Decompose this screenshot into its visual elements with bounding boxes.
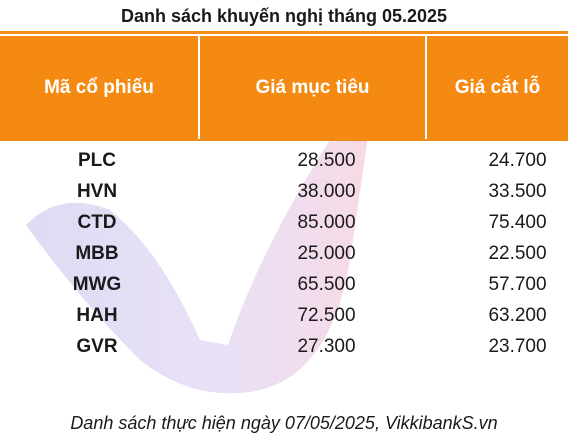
table-row: MBB 25.000 22.500: [0, 238, 568, 269]
target-price-cell: 72.500: [297, 304, 356, 326]
target-price-cell: 65.500: [297, 273, 356, 295]
stock-code-cell: MWG: [72, 273, 122, 295]
target-price-cell: 38.000: [297, 180, 356, 202]
table-row: CTD 85.000 75.400: [0, 207, 568, 238]
stop-loss-cell: 57.700: [488, 273, 547, 295]
table-body: PLC 28.500 24.700 HVN 38.000 33.500 CTD …: [0, 141, 568, 362]
table-row: HVN 38.000 33.500: [0, 176, 568, 207]
title-divider: [0, 31, 568, 34]
stock-code-cell: PLC: [78, 149, 116, 171]
stock-code-cell: GVR: [76, 335, 118, 357]
stock-code-cell: HVN: [76, 180, 118, 202]
stop-loss-cell: 22.500: [488, 242, 547, 264]
column-header-target-price: Giá mục tiêu: [200, 36, 427, 139]
target-price-cell: 25.000: [297, 242, 356, 264]
stop-loss-cell: 75.400: [488, 211, 547, 233]
table-row: HAH 72.500 63.200: [0, 300, 568, 331]
source-note: Danh sách thực hiện ngày 07/05/2025, Vik…: [70, 413, 498, 433]
target-price-cell: 28.500: [297, 149, 356, 171]
stock-code-cell: CTD: [77, 211, 117, 233]
column-header-stop-loss: Giá cắt lỗ: [454, 76, 541, 98]
stop-loss-cell: 33.500: [488, 180, 547, 202]
target-price-cell: 27.300: [297, 335, 356, 357]
page-title: Danh sách khuyến nghị tháng 05.2025: [120, 6, 448, 26]
stock-code-cell: MBB: [75, 242, 119, 264]
table-row: PLC 28.500 24.700: [0, 145, 568, 176]
stop-loss-cell: 23.700: [488, 335, 547, 357]
stock-code-cell: HAH: [76, 304, 118, 326]
stop-loss-cell: 24.700: [488, 149, 547, 171]
stop-loss-cell: 63.200: [488, 304, 547, 326]
table-header: Mã cổ phiếu Giá mục tiêu Giá cắt lỗ: [0, 36, 568, 141]
target-price-cell: 85.000: [297, 211, 356, 233]
recommendation-table: Mã cổ phiếu Giá mục tiêu Giá cắt lỗ PLC …: [0, 36, 568, 362]
table-row: GVR 27.300 23.700: [0, 331, 568, 362]
table-row: MWG 65.500 57.700: [0, 269, 568, 300]
column-header-stock-code: Mã cổ phiếu: [0, 36, 200, 139]
